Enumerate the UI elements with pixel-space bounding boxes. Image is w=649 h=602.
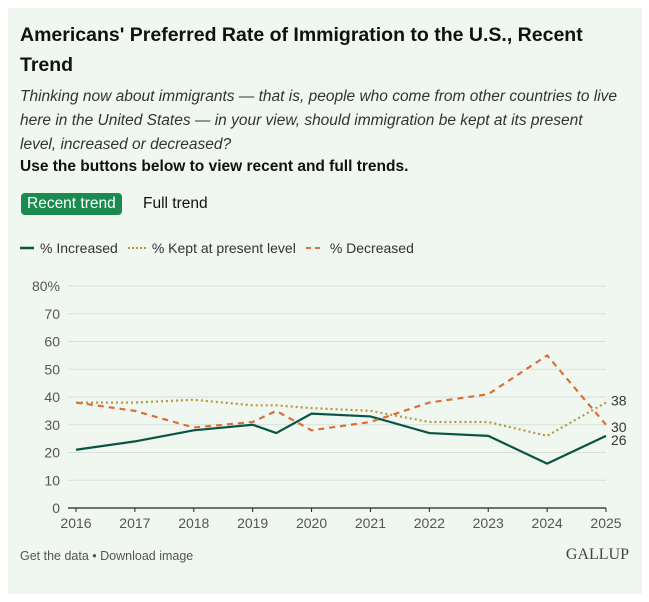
separator: • — [88, 549, 101, 563]
footer-links: Get the data • Download image — [20, 549, 193, 563]
gallup-logo: GALLUP — [565, 546, 629, 563]
legend-label: % Decreased — [329, 240, 414, 256]
full-trend-button[interactable]: Full trend — [143, 195, 208, 212]
legend-item-kept: % Kept at present level — [127, 240, 296, 256]
legend-item-decreased: % Decreased — [305, 240, 414, 256]
legend: % Increased % Kept at present level % De… — [20, 240, 414, 256]
legend-item-increased: % Increased — [20, 240, 118, 256]
recent-trend-button[interactable]: Recent trend — [21, 193, 122, 215]
chart-subtitle: Thinking now about immigrants — that is,… — [20, 88, 618, 153]
legend-label: % Increased — [40, 240, 118, 256]
chart-title: Americans' Preferred Rate of Immigration… — [20, 24, 583, 76]
download-image-link[interactable]: Download image — [100, 549, 194, 563]
get-data-link[interactable]: Get the data — [20, 549, 89, 563]
legend-label: % Kept at present level — [151, 240, 296, 256]
instruction-text: Use the buttons below to view recent and… — [20, 158, 409, 175]
chart-panel — [8, 8, 642, 594]
